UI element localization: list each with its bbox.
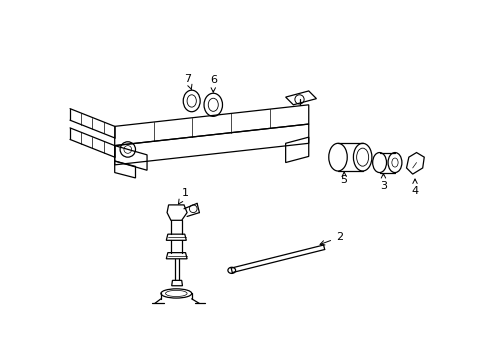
Text: 3: 3 <box>379 174 386 191</box>
Text: 5: 5 <box>340 172 347 185</box>
Text: 6: 6 <box>209 75 216 92</box>
Text: 1: 1 <box>178 188 189 204</box>
Text: 4: 4 <box>410 179 418 196</box>
Text: 7: 7 <box>184 75 192 90</box>
Text: 2: 2 <box>320 232 343 245</box>
